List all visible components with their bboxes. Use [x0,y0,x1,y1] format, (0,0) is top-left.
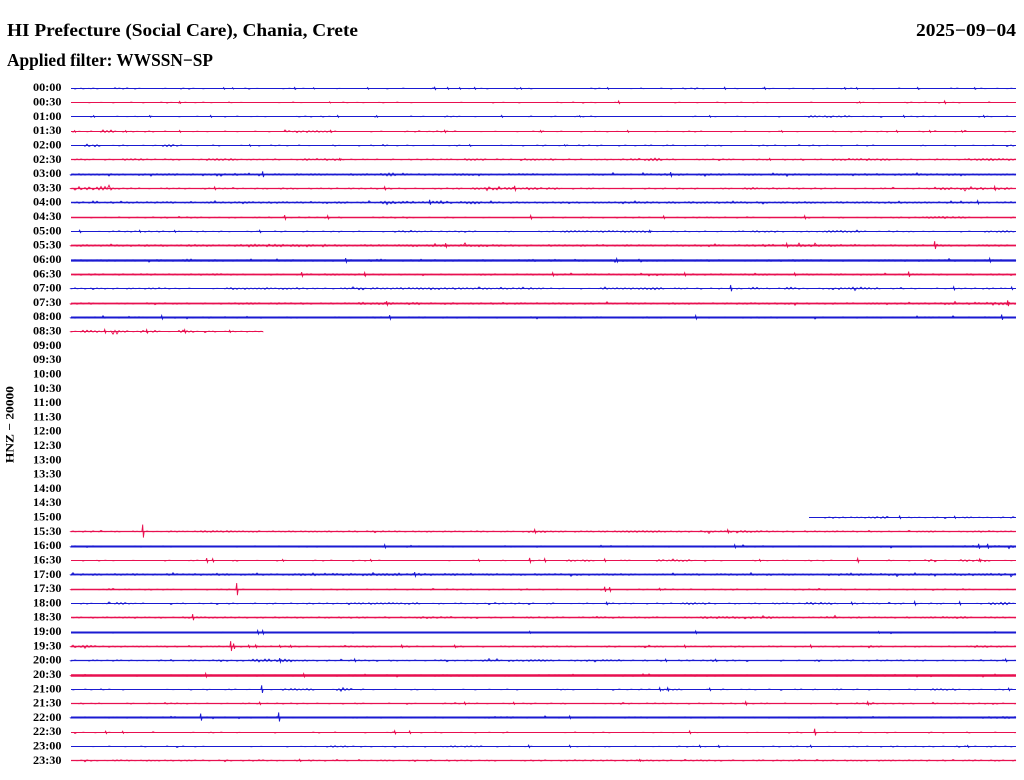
svg-text:23:30: 23:30 [33,753,62,767]
svg-text:14:00: 14:00 [33,481,62,495]
svg-text:20:00: 20:00 [33,653,62,667]
svg-text:18:00: 18:00 [33,595,62,609]
svg-text:13:30: 13:30 [33,467,62,481]
svg-text:HI Prefecture (Social Care), C: HI Prefecture (Social Care), Chania, Cre… [7,20,358,41]
svg-text:07:00: 07:00 [33,281,62,295]
svg-text:00:30: 00:30 [33,95,62,109]
svg-text:03:00: 03:00 [33,166,62,180]
svg-text:17:00: 17:00 [33,567,62,581]
svg-text:Applied filter: WWSSN−SP: Applied filter: WWSSN−SP [7,50,213,70]
svg-text:15:00: 15:00 [33,510,62,524]
svg-text:14:30: 14:30 [33,495,62,509]
svg-text:09:00: 09:00 [33,338,62,352]
svg-text:01:30: 01:30 [33,123,62,137]
svg-text:08:00: 08:00 [33,309,62,323]
svg-text:11:30: 11:30 [33,409,62,423]
svg-text:04:30: 04:30 [33,209,62,223]
svg-text:23:00: 23:00 [33,739,62,753]
svg-text:21:30: 21:30 [33,696,62,710]
svg-text:20:30: 20:30 [33,667,62,681]
svg-text:22:00: 22:00 [33,710,62,724]
svg-text:03:30: 03:30 [33,180,62,194]
svg-text:12:30: 12:30 [33,438,62,452]
svg-text:11:00: 11:00 [33,395,62,409]
svg-text:10:30: 10:30 [33,381,62,395]
svg-text:02:30: 02:30 [33,152,62,166]
svg-text:15:30: 15:30 [33,524,62,538]
svg-text:21:00: 21:00 [33,681,62,695]
svg-text:12:00: 12:00 [33,424,62,438]
svg-text:00:00: 00:00 [33,80,62,94]
svg-text:19:30: 19:30 [33,638,62,652]
svg-text:06:00: 06:00 [33,252,62,266]
svg-text:05:30: 05:30 [33,238,62,252]
svg-text:22:30: 22:30 [33,724,62,738]
svg-text:04:00: 04:00 [33,195,62,209]
svg-text:17:30: 17:30 [33,581,62,595]
svg-text:16:30: 16:30 [33,553,62,567]
svg-text:16:00: 16:00 [33,538,62,552]
svg-text:08:30: 08:30 [33,324,62,338]
svg-text:19:00: 19:00 [33,624,62,638]
svg-text:13:00: 13:00 [33,452,62,466]
svg-text:06:30: 06:30 [33,266,62,280]
svg-text:HNZ − 20000: HNZ − 20000 [3,386,17,463]
svg-text:02:00: 02:00 [33,138,62,152]
svg-text:05:00: 05:00 [33,223,62,237]
svg-text:10:00: 10:00 [33,366,62,380]
svg-text:2025−09−04: 2025−09−04 [916,20,1016,40]
svg-text:18:30: 18:30 [33,610,62,624]
svg-text:09:30: 09:30 [33,352,62,366]
svg-text:07:30: 07:30 [33,295,62,309]
svg-text:01:00: 01:00 [33,109,62,123]
